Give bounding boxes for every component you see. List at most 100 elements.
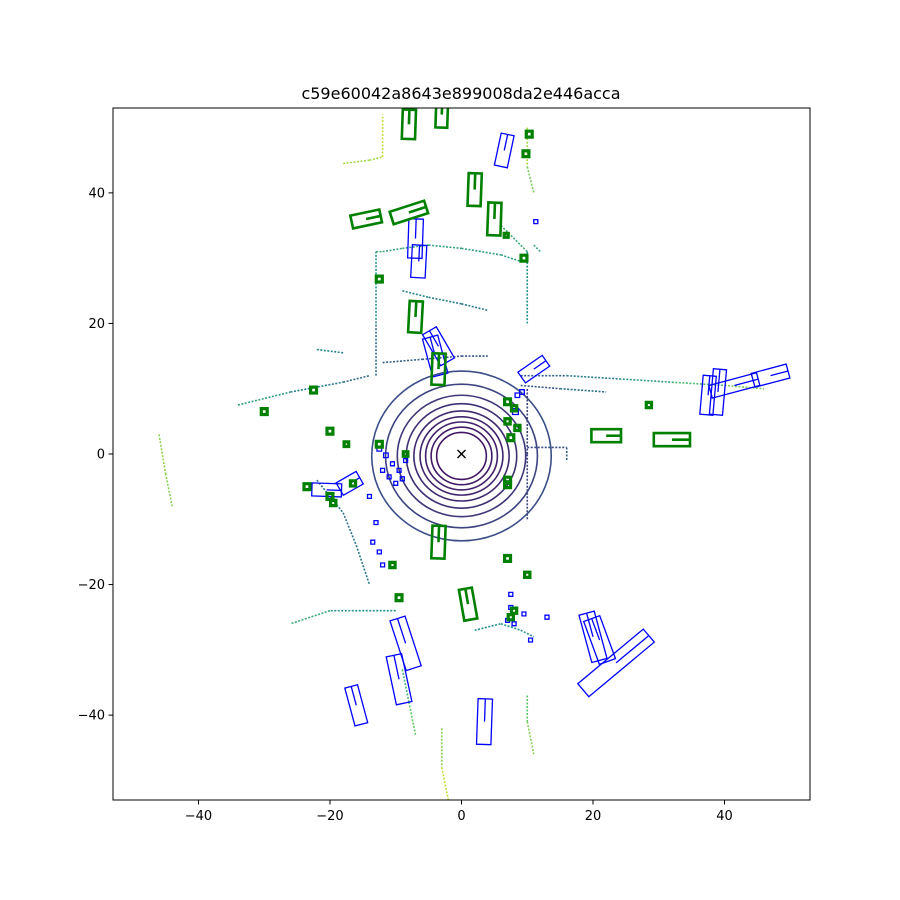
pred-box-24 <box>325 491 335 501</box>
pred-box-19 <box>325 426 335 436</box>
pred-box-14 <box>502 231 510 239</box>
gt-box-9 <box>750 363 791 388</box>
pred-box-23 <box>302 482 312 492</box>
pred-box-27 <box>503 397 513 407</box>
pred-box-7 <box>430 351 447 387</box>
gt-box-33 <box>366 493 373 500</box>
pred-box-36 <box>522 570 532 580</box>
gt-box-28 <box>393 480 399 486</box>
gt-box-5 <box>516 354 551 384</box>
lidar-segment-3 <box>316 348 344 354</box>
pred-box-26 <box>348 479 358 488</box>
gt-box-36 <box>376 549 382 555</box>
pred-box-21 <box>374 439 384 449</box>
pred-box-10 <box>429 524 447 561</box>
lidar-ring-3 <box>419 415 504 496</box>
pred-box-29 <box>503 417 512 426</box>
lidar-segment-5 <box>382 358 423 364</box>
gt-box-4 <box>421 325 456 367</box>
gt-box-29 <box>396 467 402 473</box>
x-tick-label: −20 <box>316 809 343 824</box>
lidar-segment-8 <box>369 156 383 162</box>
y-tick-label: −20 <box>78 578 105 593</box>
gt-box-32 <box>402 457 409 464</box>
pred-box-2 <box>466 171 484 208</box>
lidar-segment-4 <box>461 303 488 312</box>
lidar-segment-22 <box>526 166 535 194</box>
gt-box-25 <box>382 452 389 459</box>
gt-box-43 <box>527 637 534 643</box>
lidar-segment-0 <box>290 381 344 393</box>
gt-box-34 <box>373 519 379 526</box>
gt-box-14 <box>389 615 423 672</box>
gt-box-31 <box>389 461 396 467</box>
gt-box-20 <box>533 218 539 225</box>
pred-box-3 <box>485 201 503 237</box>
lidar-segment-18 <box>342 512 358 546</box>
pred-box-13 <box>521 149 531 159</box>
lidar-segment-6 <box>566 374 620 380</box>
x-tick-label: −40 <box>185 809 212 824</box>
lidar-segment-7 <box>520 384 561 390</box>
gt-box-37 <box>379 562 386 568</box>
lidar-ring-7 <box>384 383 539 529</box>
gt-box-19 <box>576 628 656 698</box>
lidar-ring-4 <box>413 410 510 502</box>
gt-box-17 <box>578 610 608 664</box>
pred-box-4 <box>348 207 384 230</box>
y-tick-label: 40 <box>88 186 105 201</box>
gt-box-22 <box>519 389 525 395</box>
pred-box-9 <box>652 431 692 448</box>
pred-box-6 <box>406 299 425 335</box>
gt-box-15 <box>385 652 413 706</box>
lidar-segment-4 <box>402 290 429 299</box>
gt-box-26 <box>379 467 386 473</box>
pred-box-33 <box>503 480 513 490</box>
ego-vehicle-marker <box>457 449 466 459</box>
pred-box-8 <box>590 427 623 444</box>
lidar-segment-6 <box>619 378 672 383</box>
lidar-segment-17 <box>533 244 541 253</box>
lidar-ring-2 <box>424 421 499 491</box>
bounding-boxes <box>259 108 791 746</box>
lidar-points <box>158 114 765 800</box>
lidar-segment-15 <box>520 629 535 638</box>
lidar-segment-7 <box>560 387 607 393</box>
pred-box-28 <box>509 404 519 413</box>
lidar-segment-5 <box>421 355 462 361</box>
pred-box-30 <box>513 423 522 433</box>
y-tick-label: 20 <box>88 317 105 332</box>
gt-box-35 <box>370 539 376 545</box>
pred-box-15 <box>519 253 529 263</box>
lidar-segment-16 <box>500 224 528 253</box>
lidar-ring-1 <box>430 426 493 486</box>
lidar-segment-8 <box>343 159 370 165</box>
lidar-segment-15 <box>474 622 502 632</box>
gt-box-41 <box>508 591 514 597</box>
gt-box-40 <box>511 621 517 627</box>
gt-box-2 <box>410 244 428 279</box>
gt-box-44 <box>544 614 550 620</box>
lidar-segment-6 <box>724 384 765 390</box>
pred-box-18 <box>309 385 319 395</box>
pred-box-31 <box>506 433 516 443</box>
gt-box-27 <box>386 474 392 480</box>
gt-box-0 <box>493 132 515 169</box>
lidar-ring-8 <box>370 370 553 542</box>
pred-box-11 <box>457 586 479 623</box>
lidar-ring-0 <box>435 431 488 481</box>
gt-box-18 <box>582 614 617 666</box>
lidar-segment-10 <box>158 434 167 474</box>
gt-box-8 <box>708 372 761 399</box>
pred-box-12 <box>524 129 534 139</box>
pred-box-34 <box>644 400 654 410</box>
pred-box-20 <box>342 440 351 449</box>
gt-box-13 <box>475 697 494 746</box>
y-axis-ticks: −40 −20 0 20 40 <box>78 186 113 724</box>
pred-box-37 <box>388 560 397 570</box>
gt-box-16 <box>344 683 369 727</box>
lidar-segment-0 <box>342 374 370 383</box>
gt-box-23 <box>511 407 520 416</box>
